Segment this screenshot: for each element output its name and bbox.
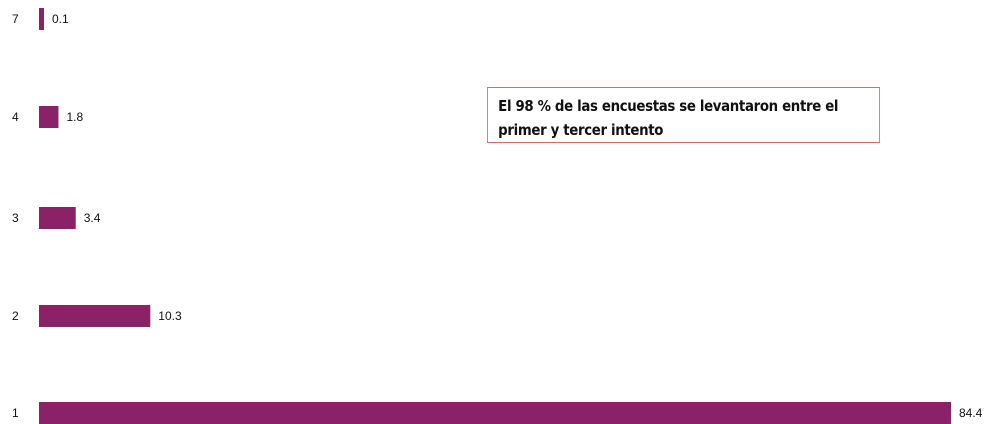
category-label: 4 [12,110,19,124]
bar [39,305,151,327]
category-label: 2 [12,309,19,323]
annotation-callout: El 98 % de las encuestas se levantaron e… [487,87,881,143]
value-label: 3.4 [84,211,101,225]
bar [39,106,59,128]
category-label: 1 [12,406,19,420]
bar [39,402,951,424]
value-label: 10.3 [158,309,182,323]
value-label: 84.4 [959,406,983,420]
bar [39,8,44,30]
category-label: 7 [12,12,19,26]
value-label: 1.8 [66,110,83,124]
bar [39,207,76,229]
value-label: 0.1 [52,12,69,26]
category-label: 3 [12,211,19,225]
